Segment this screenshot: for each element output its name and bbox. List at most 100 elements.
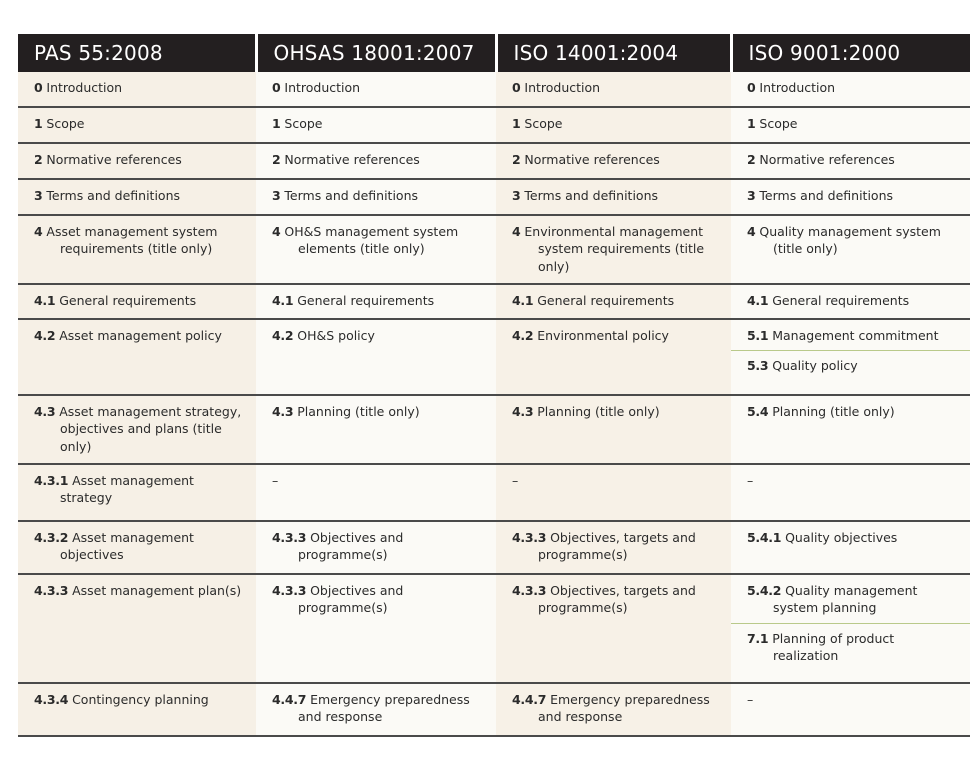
clause-number: 0 — [512, 80, 521, 95]
clause-title: Terms and definitions — [284, 188, 419, 203]
clause-entry: 7.1 Planning of product realization — [731, 622, 970, 665]
table-cell: 2 Normative references — [496, 143, 731, 180]
table-row: 4.1 General requirements 4.1 General requ… — [18, 284, 970, 320]
clause-line: 4.3.3 Objectives and programme(s) — [272, 529, 488, 564]
clause-entry: 5.3 Quality policy — [731, 350, 970, 374]
table-cell: 4.3.4 Contingency planning — [18, 683, 256, 737]
clause-line: 4.3.3 Objectives and programme(s) — [272, 582, 488, 617]
clause-line: 5.4.2 Quality management system planning — [747, 582, 962, 617]
table-cell: 3 Terms and definitions — [731, 179, 970, 216]
clause-number: 2 — [272, 152, 281, 167]
table-cell: 0 Introduction — [18, 72, 256, 108]
clause-line: 3 Terms and definitions — [747, 187, 962, 204]
table-cell: 4.2 OH&S policy — [256, 319, 496, 396]
clause-line: 4.2 Environmental policy — [512, 327, 723, 344]
clause-number: 1 — [272, 116, 281, 131]
clause-number: 4.3 — [34, 404, 56, 419]
clause-title: – — [512, 473, 519, 488]
table-cell: 5.4 Planning (title only) — [731, 395, 970, 465]
table-cell: 4.3.1 Asset management strategy — [18, 464, 256, 522]
clause-number: 4 — [512, 224, 521, 239]
clause-title: Environmental policy — [537, 328, 669, 343]
clause-line: 4.3.2 Asset management objectives — [34, 529, 248, 564]
clause-line: 4.3.4 Contingency planning — [34, 691, 248, 708]
clause-title: Emergency preparedness and response — [298, 692, 470, 725]
header-row: PAS 55:2008 OHSAS 18001:2007 ISO 14001:2… — [18, 34, 970, 72]
column-header: PAS 55:2008 — [18, 34, 258, 72]
table-row: 4.3.4 Contingency planning 4.4.7 Emergenc… — [18, 683, 970, 737]
clause-number: 4.3.2 — [34, 530, 69, 545]
clause-title: Scope — [759, 116, 798, 131]
clause-line: 5.4 Planning (title only) — [747, 403, 962, 420]
clause-entry: 2 Normative references — [34, 151, 248, 168]
table-cell: 4 Quality management system (title only) — [731, 215, 970, 285]
clause-entry: 4.3 Asset management strategy, objective… — [34, 403, 248, 455]
clause-title: Asset management policy — [59, 328, 222, 343]
table-cell: 4.1 General requirements — [731, 284, 970, 320]
clause-line: 1 Scope — [34, 115, 248, 132]
clause-entry: – — [272, 472, 488, 489]
clause-number: 0 — [747, 80, 756, 95]
table-row: 0 Introduction 0 Introduction 0 Introducti… — [18, 72, 970, 108]
clause-entry: 4.3.3 Objectives and programme(s) — [272, 529, 488, 564]
clause-entry: 4.3.3 Objectives and programme(s) — [272, 582, 488, 617]
clause-line: 4 Quality management system (title only) — [747, 223, 962, 258]
clause-line: 4.4.7 Emergency preparedness and respons… — [512, 691, 723, 726]
clause-line: 3 Terms and definitions — [272, 187, 488, 204]
clause-number: 4.2 — [512, 328, 534, 343]
clause-line: 4.1 General requirements — [512, 292, 723, 309]
clause-number: 4.3 — [512, 404, 534, 419]
clause-entry: 4 Quality management system (title only) — [747, 223, 962, 258]
clause-title: Objectives, targets and programme(s) — [538, 583, 696, 616]
clause-line: 4.3.3 Objectives, targets and programme(… — [512, 582, 723, 617]
table-cell: 4.3 Planning (title only) — [256, 395, 496, 465]
table-cell: 3 Terms and definitions — [18, 179, 256, 216]
clause-title: Asset management system requirements (ti… — [46, 224, 218, 257]
clause-title: Quality objectives — [785, 530, 898, 545]
clause-line: 4.4.7 Emergency preparedness and respons… — [272, 691, 488, 726]
clause-line: 1 Scope — [272, 115, 488, 132]
clause-entry: 4 OH&S management system elements (title… — [272, 223, 488, 258]
clause-line: 4.3 Planning (title only) — [272, 403, 488, 420]
clause-line: 4.1 General requirements — [747, 292, 962, 309]
standards-comparison-table: PAS 55:2008 OHSAS 18001:2007 ISO 14001:2… — [18, 34, 970, 737]
column-header: ISO 14001:2004 — [496, 34, 733, 72]
clause-number: 3 — [34, 188, 43, 203]
clause-number: 4.1 — [747, 293, 769, 308]
clause-line: 3 Terms and definitions — [34, 187, 248, 204]
table-cell: – — [731, 464, 970, 522]
clause-line: 3 Terms and definitions — [512, 187, 723, 204]
clause-number: 3 — [747, 188, 756, 203]
table-cell: 4.3.3 Objectives, targets and programme(… — [496, 574, 731, 684]
clause-title: – — [747, 473, 754, 488]
clause-title: Scope — [524, 116, 563, 131]
table-cell: 1 Scope — [496, 107, 731, 144]
clause-line: – — [747, 691, 962, 708]
clause-number: 4.3.3 — [272, 530, 307, 545]
clause-entry: 4.3 Planning (title only) — [512, 403, 723, 420]
table-cell: 1 Scope — [256, 107, 496, 144]
table-row: 2 Normative references 2 Normative refere… — [18, 143, 970, 180]
clause-number: 1 — [747, 116, 756, 131]
table-cell: 4.3.3 Asset management plan(s) — [18, 574, 256, 684]
clause-entry: 0 Introduction — [512, 79, 723, 96]
clause-title: Objectives and programme(s) — [298, 530, 404, 563]
table-cell: 4.1 General requirements — [256, 284, 496, 320]
clause-entry: 0 Introduction — [272, 79, 488, 96]
clause-title: Contingency planning — [72, 692, 209, 707]
clause-number: 5.4.2 — [747, 583, 782, 598]
clause-number: 2 — [747, 152, 756, 167]
clause-title: Management commitment — [772, 328, 939, 343]
table-cell: 5.4.1 Quality objectives — [731, 521, 970, 575]
table-row: 4.3.1 Asset management strategy – – – — [18, 464, 970, 522]
clause-entry: 1 Scope — [34, 115, 248, 132]
clause-title: General requirements — [59, 293, 197, 308]
clause-title: Environmental management system requirem… — [524, 224, 705, 274]
clause-title: – — [747, 692, 754, 707]
clause-number: 5.3 — [747, 358, 769, 374]
clause-number: 4.3.1 — [34, 473, 69, 488]
clause-line: 4.3.1 Asset management strategy — [34, 472, 248, 507]
clause-number: 2 — [512, 152, 521, 167]
clause-line: 4 Asset management system requirements (… — [34, 223, 248, 258]
clause-entry: – — [747, 472, 962, 489]
